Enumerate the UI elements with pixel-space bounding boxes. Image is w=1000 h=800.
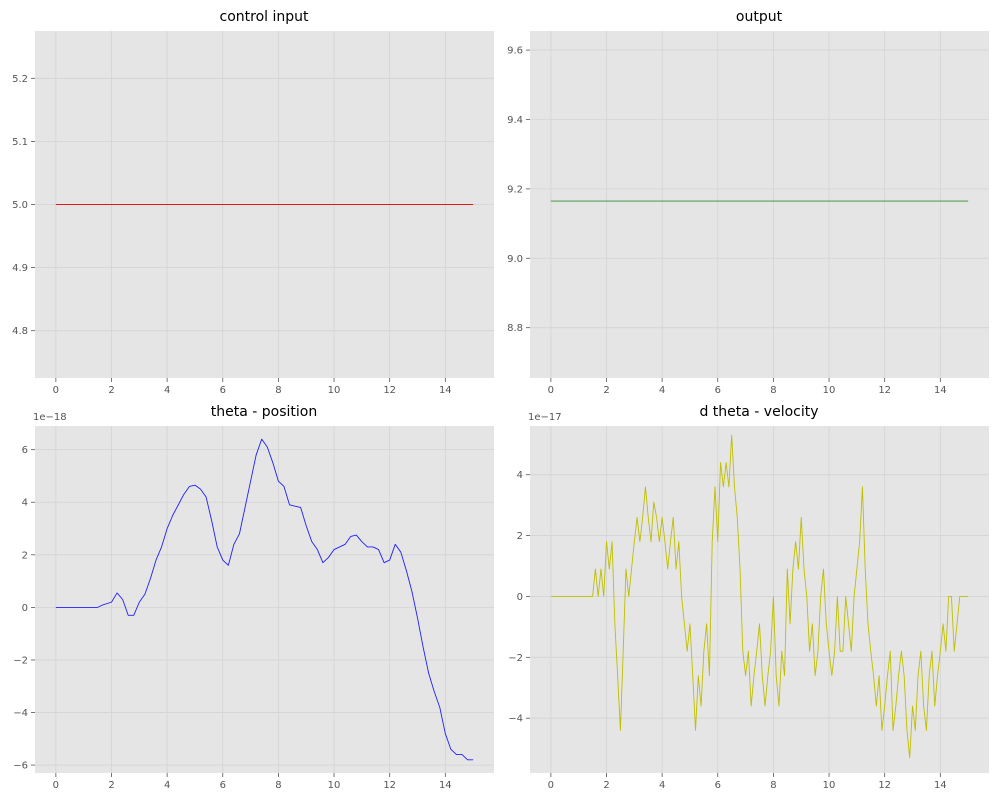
y-tick-label: 2 xyxy=(22,550,28,561)
y-tick-label: 5.2 xyxy=(12,74,28,85)
series-line xyxy=(550,434,969,759)
plot-area xyxy=(530,31,989,378)
x-tick-label: 10 xyxy=(823,385,836,396)
y-tick-label: 6 xyxy=(22,445,28,456)
x-tick-label: 10 xyxy=(328,780,341,791)
output-panel: 0 2 4 6 8 10 12 14 8.8 9.0 9.2 9.4 9.6 output xyxy=(507,9,989,396)
chart-title: output xyxy=(736,9,783,25)
x-tick-label: 4 xyxy=(164,780,170,791)
x-tick-label: 12 xyxy=(383,385,396,396)
x-tick-label: 0 xyxy=(53,385,59,396)
x-tick-label: 0 xyxy=(548,385,554,396)
x-tick-label: 8 xyxy=(770,385,776,396)
x-tick-label: 12 xyxy=(878,780,891,791)
y-tick-label: 9.6 xyxy=(507,46,523,57)
x-tick-label: 14 xyxy=(439,780,452,791)
control-input-panel: 0 2 4 6 8 10 12 14 4.8 4.9 5.0 5.1 5.2 control input xyxy=(12,9,494,396)
chart-title: theta - position xyxy=(211,404,317,420)
y-tick-label: 9.0 xyxy=(507,254,523,265)
y-tick-label: 4.9 xyxy=(12,263,28,274)
x-tick-label: 4 xyxy=(659,780,665,791)
y-tick-label: 5.1 xyxy=(12,137,28,148)
x-tick-label: 6 xyxy=(715,385,721,396)
chart-title: control input xyxy=(220,9,310,25)
x-tick-label: 2 xyxy=(603,385,609,396)
x-tick-label: 2 xyxy=(108,385,114,396)
y-offset-label: 1e−17 xyxy=(528,412,562,423)
x-tick-label: 6 xyxy=(220,385,226,396)
y-tick-label: −4 xyxy=(13,708,28,719)
x-tick-label: 4 xyxy=(659,385,665,396)
y-tick-label: 0 xyxy=(22,603,28,614)
y-tick-label: 5.0 xyxy=(12,200,28,211)
x-tick-label: 10 xyxy=(823,780,836,791)
x-tick-label: 14 xyxy=(934,385,947,396)
x-tick-label: 2 xyxy=(603,780,609,791)
x-tick-label: 2 xyxy=(108,780,114,791)
y-tick-label: −2 xyxy=(13,655,28,666)
y-tick-label: 2 xyxy=(517,531,523,542)
y-tick-label: −6 xyxy=(13,761,28,772)
x-tick-label: 6 xyxy=(715,780,721,791)
plot-area xyxy=(530,426,989,773)
x-tick-label: 8 xyxy=(770,780,776,791)
x-tick-label: 8 xyxy=(275,385,281,396)
x-tick-label: 10 xyxy=(328,385,341,396)
d-theta-velocity-panel: 0 2 4 6 8 10 12 14 −4 −2 0 2 4 d theta - velocity 1e−1… xyxy=(508,404,989,791)
series-line xyxy=(55,438,474,761)
theta-position-panel: 0 2 4 6 8 10 12 14 −6 −4 −2 0 2 4 6 theta - position 1e−… xyxy=(13,404,494,791)
x-tick-label: 12 xyxy=(383,780,396,791)
x-tick-label: 6 xyxy=(220,780,226,791)
y-tick-label: 0 xyxy=(517,592,523,603)
y-tick-label: 4.8 xyxy=(12,326,28,337)
x-tick-label: 14 xyxy=(934,780,947,791)
y-tick-label: 9.4 xyxy=(507,115,523,126)
y-tick-label: 4 xyxy=(517,470,523,481)
x-tick-label: 0 xyxy=(53,780,59,791)
y-tick-label: 9.2 xyxy=(507,184,523,195)
x-tick-label: 0 xyxy=(548,780,554,791)
x-tick-label: 12 xyxy=(878,385,891,396)
y-offset-label: 1e−18 xyxy=(33,412,67,423)
x-tick-label: 8 xyxy=(275,780,281,791)
y-tick-label: −4 xyxy=(508,714,523,725)
y-tick-label: 8.8 xyxy=(507,323,523,334)
x-tick-label: 4 xyxy=(164,385,170,396)
x-tick-label: 14 xyxy=(439,385,452,396)
y-tick-label: 4 xyxy=(22,498,28,509)
plot-area xyxy=(35,426,494,773)
y-tick-label: −2 xyxy=(508,653,523,664)
chart-title: d theta - velocity xyxy=(699,404,818,420)
